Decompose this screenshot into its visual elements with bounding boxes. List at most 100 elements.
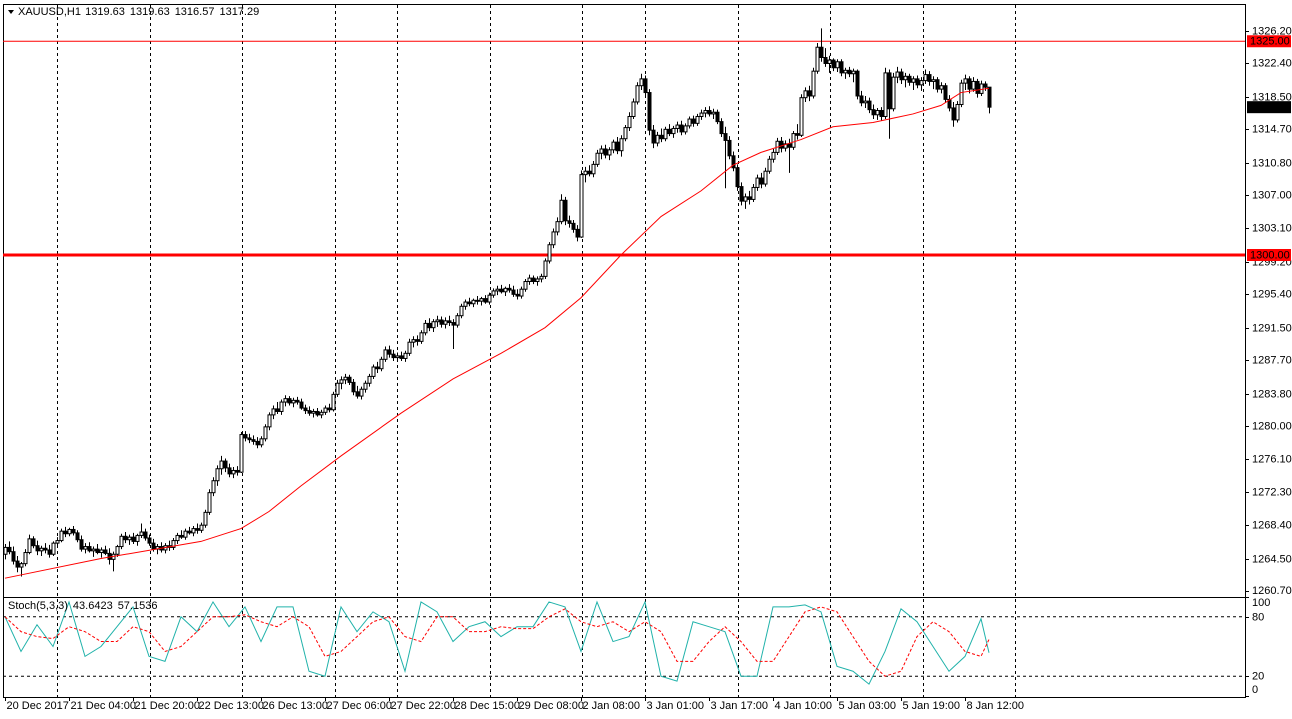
- candle-body: [455, 315, 460, 326]
- candle-body: [343, 376, 348, 381]
- candle-body: [467, 301, 472, 305]
- candle-body: [835, 61, 840, 69]
- candle-body: [179, 534, 184, 538]
- candle-body: [327, 407, 332, 411]
- candle-body: [631, 101, 636, 117]
- x-tick-label: 21 Dec 04:00: [71, 700, 136, 712]
- candle-body: [267, 414, 272, 428]
- candle-body: [839, 61, 844, 74]
- candle-body: [635, 85, 640, 103]
- candle-body: [871, 109, 876, 116]
- candle-body: [927, 74, 932, 82]
- candle-body: [11, 551, 16, 562]
- candle-body: [771, 151, 776, 160]
- candle-body: [891, 76, 896, 110]
- candle-body: [959, 82, 964, 106]
- y-tick-label: 1291.50: [1252, 322, 1292, 334]
- candle-body: [883, 72, 888, 117]
- x-tick-label: 5 Jan 03:00: [839, 700, 897, 712]
- candle-body: [687, 118, 692, 127]
- candle-body: [483, 298, 488, 303]
- candle-body: [707, 110, 712, 115]
- candle-body: [235, 469, 240, 473]
- candle-body: [759, 177, 764, 185]
- candle-body: [559, 199, 564, 223]
- candle-body: [403, 352, 408, 359]
- candle-body: [407, 341, 412, 354]
- indicator-value: 57.1536: [118, 600, 158, 612]
- indicator-name: Stoch(5,3,3): [8, 600, 68, 612]
- candle-body: [783, 143, 788, 149]
- candle-body: [359, 388, 364, 397]
- candle-body: [263, 426, 268, 440]
- candle-body: [963, 78, 968, 84]
- candle-body: [383, 349, 388, 360]
- candle-body: [855, 70, 860, 97]
- x-tick-label: 28 Dec 15:00: [455, 700, 520, 712]
- candle-body: [579, 174, 584, 238]
- candle-body: [31, 538, 36, 547]
- candle-body: [875, 110, 880, 116]
- x-tick-label: 8 Jan 12:00: [967, 700, 1025, 712]
- candle-body: [607, 149, 612, 156]
- candle-body: [955, 104, 960, 121]
- frame: [3, 4, 1246, 698]
- candle-body: [519, 288, 524, 297]
- candle-body: [271, 408, 276, 416]
- candle-body: [379, 358, 384, 370]
- y-tick-label: 1307.00: [1252, 189, 1292, 201]
- candle-body: [619, 138, 624, 152]
- candle-body: [527, 277, 532, 283]
- x-tick-label: 27 Dec 06:00: [327, 700, 392, 712]
- candle-body: [243, 434, 248, 439]
- candle-body: [275, 408, 280, 412]
- candle-body: [7, 546, 12, 553]
- candle-body: [99, 549, 104, 554]
- candle-body: [491, 290, 496, 296]
- candle-body: [919, 80, 924, 86]
- candle-body: [591, 163, 596, 175]
- candle-body: [923, 74, 928, 82]
- candle-body: [663, 128, 668, 140]
- candle-body: [239, 434, 244, 473]
- candle-body: [863, 100, 868, 104]
- x-tick-label: 5 Jan 19:00: [903, 700, 961, 712]
- candle-body: [51, 542, 56, 555]
- candle-body: [211, 480, 216, 494]
- x-tick-label: 27 Dec 22:00: [391, 700, 456, 712]
- y-tick-label: 1314.70: [1252, 123, 1292, 135]
- candle-body: [95, 548, 100, 554]
- candle-body: [675, 124, 680, 129]
- candle-body: [807, 90, 812, 97]
- candle-body: [615, 141, 620, 152]
- candle-body: [755, 177, 760, 188]
- candle-body: [415, 339, 420, 342]
- candle-body: [831, 59, 836, 69]
- moving-average: [4, 87, 990, 579]
- candle-body: [195, 528, 200, 531]
- candle-body: [395, 355, 400, 359]
- candle-body: [411, 339, 416, 343]
- level-label-box: [1247, 249, 1291, 262]
- candle-body: [659, 134, 664, 140]
- candle-body: [543, 260, 548, 277]
- candle-body: [551, 231, 556, 246]
- candle-body: [203, 511, 208, 526]
- candle-body: [311, 410, 316, 414]
- candle-body: [123, 535, 128, 541]
- x-tick-label: 29 Dec 08:00: [519, 700, 584, 712]
- candle-body: [515, 293, 520, 297]
- candle-body: [3, 546, 8, 555]
- menu-arrow[interactable]: [8, 10, 14, 14]
- candle-body: [135, 534, 140, 542]
- candle-body: [339, 379, 344, 384]
- candle-body: [511, 289, 516, 295]
- y-tick-label: 1283.80: [1252, 388, 1292, 400]
- candle-body: [399, 355, 404, 359]
- candle-body: [315, 410, 320, 416]
- candle-body: [459, 305, 464, 317]
- candle-body: [171, 540, 176, 548]
- x-tick-label: 22 Dec 13:00: [199, 700, 264, 712]
- candle-body: [595, 152, 600, 165]
